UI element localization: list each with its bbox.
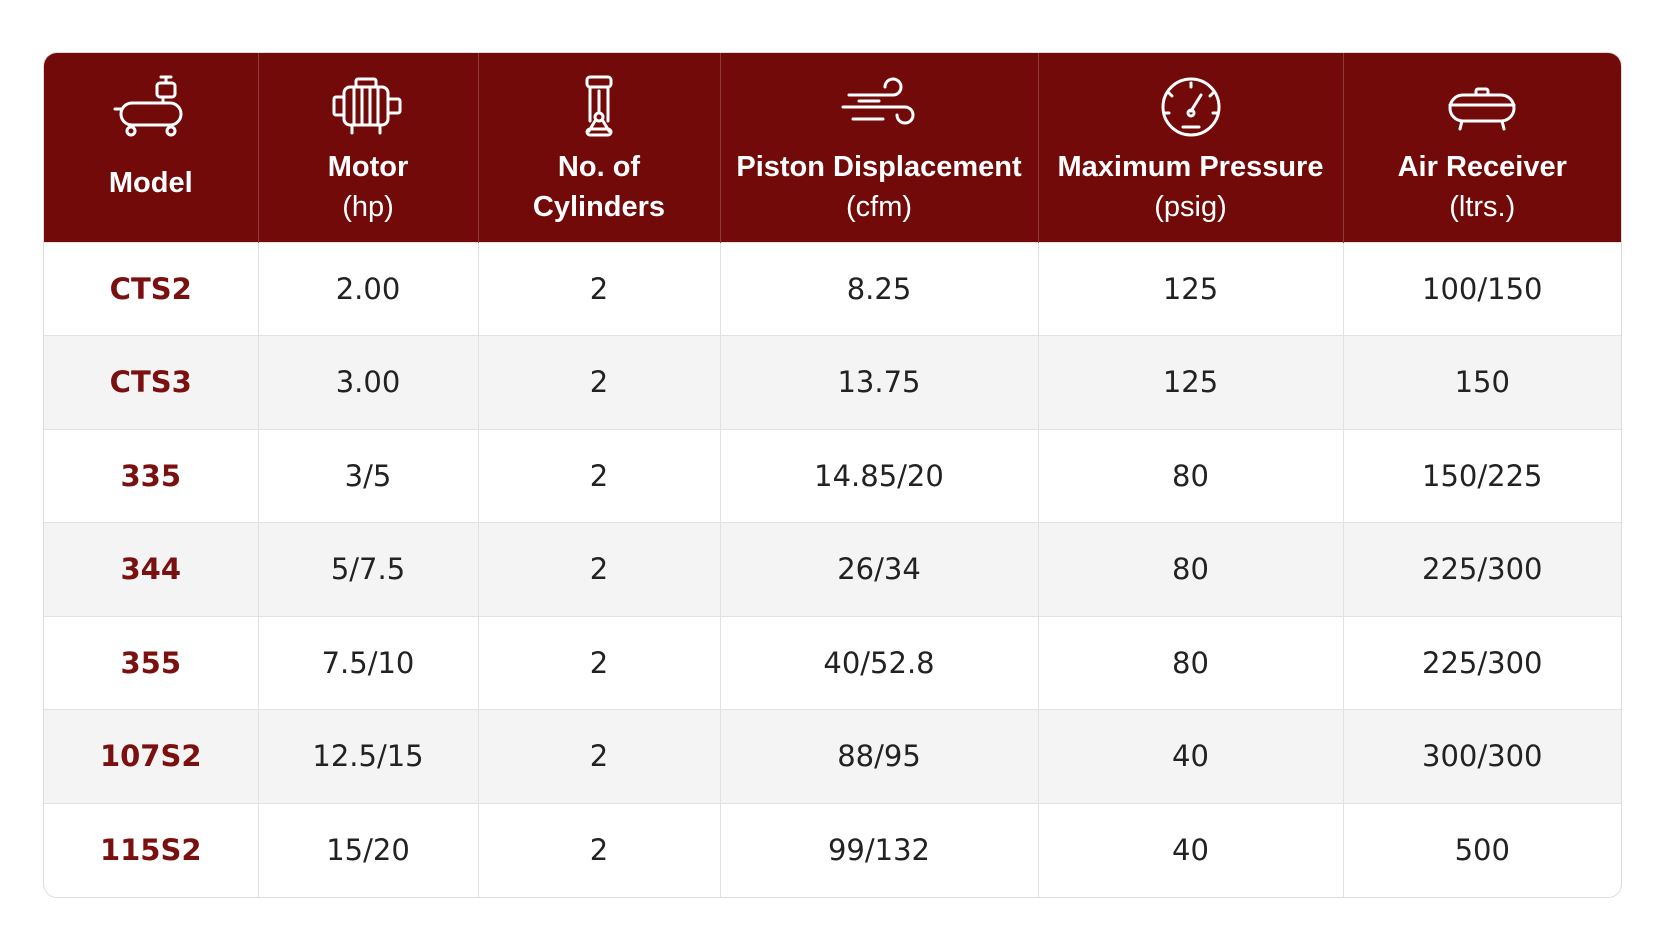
cell-cylinders: 2: [478, 709, 721, 803]
compressor-spec-table: Model: [44, 53, 1621, 897]
cell-motor: 12.5/15: [258, 709, 479, 803]
table-header-row: Model: [44, 53, 1621, 242]
header-piston-unit: (cfm): [845, 191, 913, 223]
header-piston-label: Piston Displacement: [736, 151, 1022, 183]
cell-piston-displacement: 26/34: [720, 522, 1039, 616]
cell-piston-displacement: 13.75: [720, 335, 1039, 429]
cell-motor: 15/20: [258, 802, 479, 897]
gauge-icon: [1151, 73, 1231, 139]
table-row: 107S2 12.5/15 2 88/95 40 300/300: [44, 709, 1621, 803]
table-row: 344 5/7.5 2 26/34 80 225/300: [44, 522, 1621, 616]
cell-max-pressure: 40: [1038, 802, 1344, 897]
cell-air-receiver: 150: [1343, 335, 1621, 429]
cell-piston-displacement: 14.85/20: [720, 428, 1039, 523]
motor-icon: [328, 73, 408, 139]
table-row: CTS2 2.00 2 8.25 125 100/150: [44, 241, 1621, 336]
cell-max-pressure: 80: [1038, 615, 1344, 710]
cell-cylinders: 2: [478, 428, 721, 523]
cell-air-receiver: 100/150: [1343, 241, 1621, 336]
cell-max-pressure: 40: [1038, 709, 1344, 803]
cell-max-pressure: 125: [1038, 241, 1344, 336]
header-model-label: Model: [108, 167, 193, 199]
cell-motor: 3.00: [258, 335, 479, 429]
cell-piston-displacement: 40/52.8: [720, 615, 1039, 710]
cell-model: 335: [44, 428, 259, 523]
cell-model: 107S2: [44, 709, 259, 803]
cell-model: 355: [44, 615, 259, 710]
header-piston-displacement: Piston Displacement (cfm): [720, 53, 1039, 242]
cell-motor: 3/5: [258, 428, 479, 523]
header-max-pressure: Maximum Pressure (psig): [1038, 53, 1344, 242]
header-model: Model: [44, 53, 259, 242]
cell-air-receiver: 225/300: [1343, 522, 1621, 616]
cell-max-pressure: 125: [1038, 335, 1344, 429]
cell-cylinders: 2: [478, 615, 721, 710]
header-pressure-label: Maximum Pressure: [1057, 151, 1324, 183]
cell-motor: 5/7.5: [258, 522, 479, 616]
header-cylinders: No. of Cylinders: [478, 53, 721, 242]
table-row: 335 3/5 2 14.85/20 80 150/225: [44, 428, 1621, 523]
header-air-receiver: Air Receiver (ltrs.): [1343, 53, 1621, 242]
cell-model: CTS3: [44, 335, 259, 429]
header-cylinders-label: No. of: [557, 151, 641, 183]
cell-model: 115S2: [44, 802, 259, 897]
tank-icon: [1442, 73, 1522, 139]
cell-cylinders: 2: [478, 335, 721, 429]
cell-piston-displacement: 88/95: [720, 709, 1039, 803]
cell-motor: 7.5/10: [258, 615, 479, 710]
cell-air-receiver: 225/300: [1343, 615, 1621, 710]
cell-air-receiver: 150/225: [1343, 428, 1621, 523]
cell-cylinders: 2: [478, 522, 721, 616]
cell-piston-displacement: 99/132: [720, 802, 1039, 897]
header-pressure-unit: (psig): [1154, 191, 1227, 223]
table-body: CTS2 2.00 2 8.25 125 100/150 CTS3 3.00 2 13.75 125…: [44, 241, 1621, 897]
header-motor-label: Motor: [327, 151, 409, 183]
table-row: CTS3 3.00 2 13.75 125 150: [44, 335, 1621, 429]
table-row: 355 7.5/10 2 40/52.8 80 225/300: [44, 615, 1621, 710]
cell-model: 344: [44, 522, 259, 616]
compressor-icon: [111, 73, 191, 139]
header-receiver-unit: (ltrs.): [1449, 191, 1516, 223]
cell-max-pressure: 80: [1038, 428, 1344, 523]
cell-cylinders: 2: [478, 241, 721, 336]
cell-air-receiver: 300/300: [1343, 709, 1621, 803]
header-receiver-label: Air Receiver: [1397, 151, 1567, 183]
table-row: 115S2 15/20 2 99/132 40 500: [44, 802, 1621, 897]
cell-air-receiver: 500: [1343, 802, 1621, 897]
header-motor: Motor (hp): [258, 53, 479, 242]
spec-table-container: Model: [43, 52, 1622, 898]
cell-piston-displacement: 8.25: [720, 241, 1039, 336]
wind-icon: [839, 73, 919, 139]
cylinder-icon: [559, 73, 639, 139]
cell-model: CTS2: [44, 241, 259, 336]
cell-cylinders: 2: [478, 802, 721, 897]
cell-max-pressure: 80: [1038, 522, 1344, 616]
header-motor-unit: (hp): [342, 191, 394, 223]
cell-motor: 2.00: [258, 241, 479, 336]
header-cylinders-unit: Cylinders: [532, 191, 666, 223]
